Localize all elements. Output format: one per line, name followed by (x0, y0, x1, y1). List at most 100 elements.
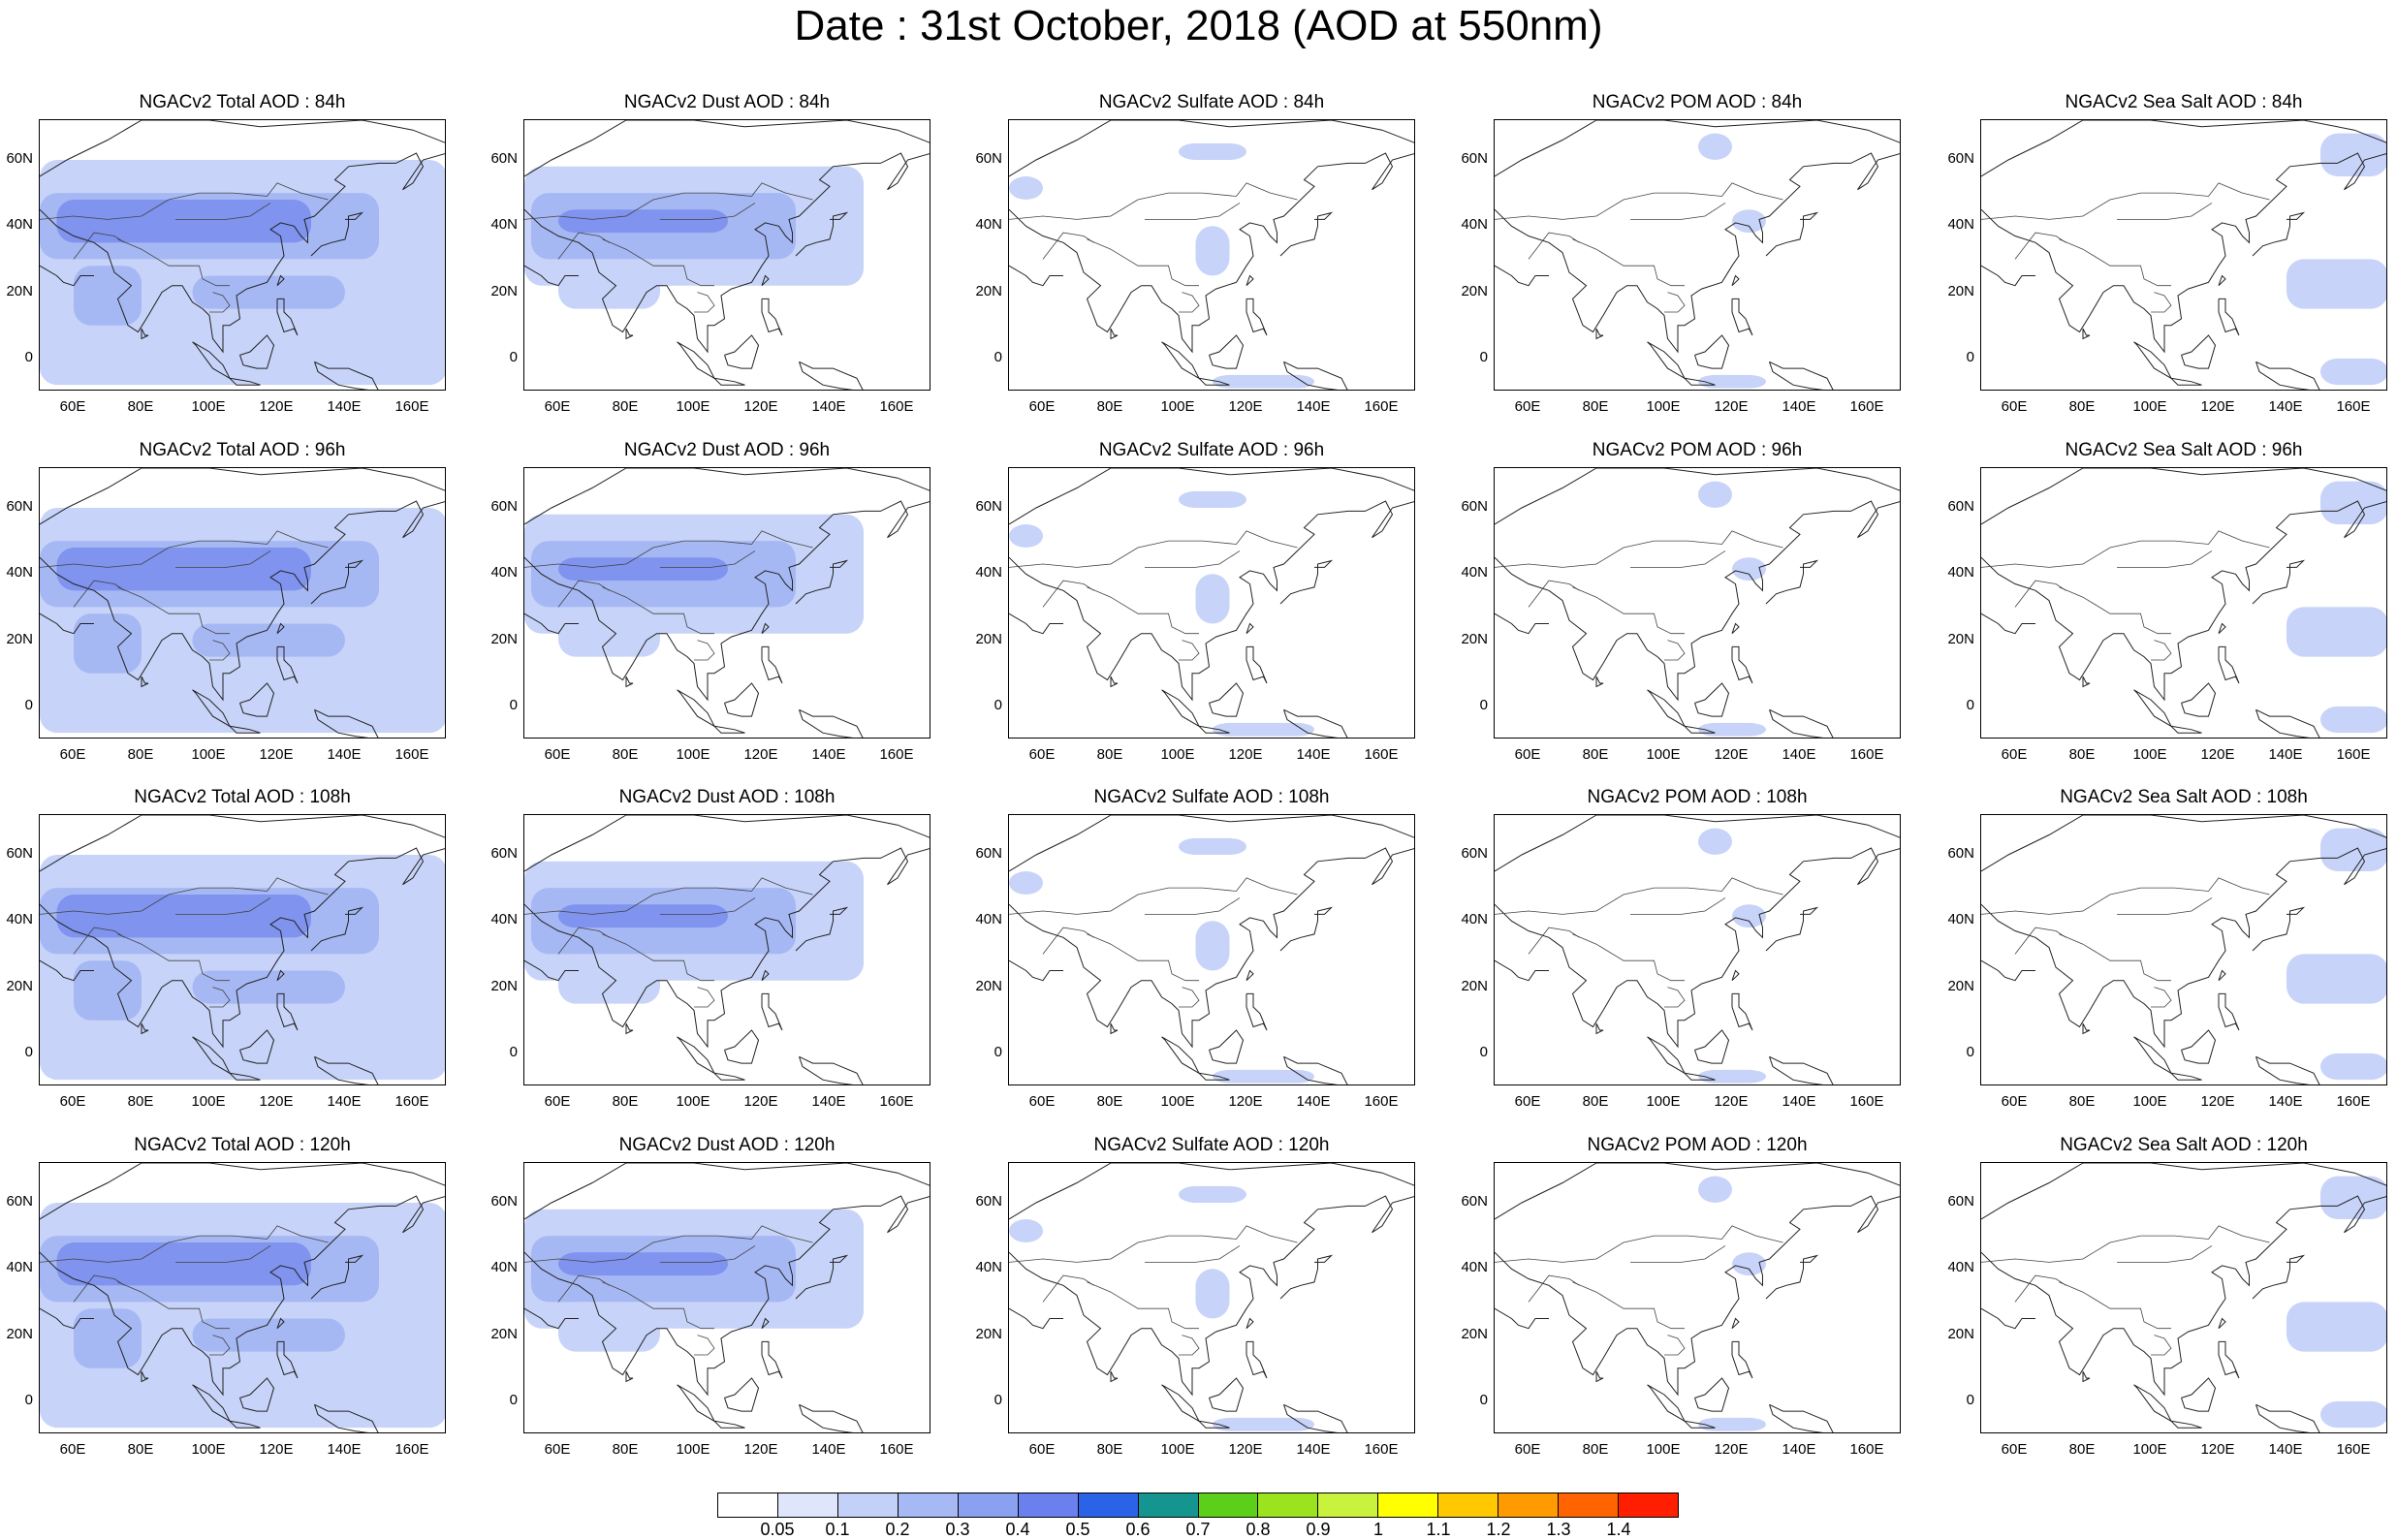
coastline (1495, 152, 1900, 354)
coastline (239, 682, 275, 717)
lon-tick-label: 140E (2268, 398, 2303, 415)
aod-patch (74, 613, 142, 674)
lon-tick-label: 120E (2200, 398, 2235, 415)
coastline (1110, 1022, 1119, 1035)
country-border (209, 292, 231, 313)
aod-patch (1213, 1069, 1314, 1084)
country-border (40, 530, 329, 568)
lon-tick-label: 100E (2132, 398, 2167, 415)
coastline (1769, 708, 1834, 738)
lat-tick-label: 60N (6, 1192, 33, 1210)
coastline (795, 211, 849, 257)
country-border (117, 933, 230, 982)
coastline (677, 689, 716, 728)
coastline (276, 969, 285, 982)
coastline (1209, 1029, 1245, 1064)
lon-tick-label: 80E (127, 746, 154, 763)
lat-tick-label: 20N (490, 977, 518, 994)
country-border (557, 232, 610, 260)
map-canvas (524, 120, 930, 390)
colorbar-tick-label: 0.5 (1065, 1520, 1090, 1539)
country-border (2014, 927, 2066, 955)
lat-tick-label: 20N (975, 630, 1002, 647)
country-border (1087, 933, 1199, 982)
panel-title: NGACv2 Sulfate AOD : 96h (1098, 440, 1325, 460)
coastline (2255, 1403, 2320, 1432)
map-canvas (1009, 120, 1414, 390)
coastline (1647, 1036, 1687, 1075)
lat-tick-label: 60N (6, 844, 33, 862)
lat-tick-label: 40N (1947, 911, 1974, 928)
coastline (1009, 1163, 1414, 1220)
colorbar-cell (1258, 1493, 1319, 1517)
coastline (799, 361, 864, 390)
lon-tick-label: 160E (394, 1093, 429, 1110)
country-border (209, 1335, 231, 1356)
aod-patch (1698, 481, 1732, 508)
lon-tick-label: 160E (1849, 746, 1884, 763)
coastline (40, 120, 445, 177)
country-border (694, 1335, 715, 1356)
coastline (1731, 1340, 1753, 1379)
map-canvas (40, 815, 445, 1084)
lon-tick-label: 60E (1514, 1441, 1541, 1458)
colorbar-tick-label: 0.3 (945, 1520, 970, 1539)
coastline (625, 328, 634, 340)
coastline (1279, 211, 1334, 257)
lon-tick-label: 120E (1228, 398, 1263, 415)
lon-tick-label: 80E (2068, 1093, 2096, 1110)
country-border (2117, 1245, 2213, 1263)
coastline (1246, 992, 1268, 1031)
coastline (625, 1022, 634, 1035)
lat-tick-label: 60N (1461, 497, 1488, 515)
coastline (1161, 1036, 1201, 1075)
aod-patch (56, 199, 311, 243)
country-border (557, 580, 610, 608)
coastline (40, 1307, 94, 1330)
country-border (175, 550, 271, 568)
lon-tick-label: 60E (2001, 1441, 2028, 1458)
aod-patch (74, 266, 142, 326)
lon-tick-label: 60E (544, 746, 571, 763)
lon-tick-label: 120E (1714, 746, 1749, 763)
country-border (1528, 1274, 1580, 1303)
coastline (524, 265, 579, 287)
lon-tick-label: 100E (676, 746, 710, 763)
aod-patch (558, 904, 728, 928)
map-canvas (1981, 468, 2386, 738)
lat-tick-label: 40N (1461, 216, 1488, 234)
lon-tick-label: 160E (879, 746, 914, 763)
coastline (2252, 211, 2306, 257)
aod-patch (2287, 954, 2386, 1004)
coastline (276, 1317, 285, 1330)
coastline (1495, 815, 1900, 872)
lat-tick-label: 20N (1947, 282, 1974, 299)
coastline (1009, 613, 1063, 635)
country-border (1981, 182, 2270, 220)
lat-tick-label: 60N (6, 149, 33, 167)
map-canvas (40, 1163, 445, 1432)
lon-tick-label: 140E (811, 1441, 846, 1458)
lat-tick-label: 20N (6, 977, 33, 994)
panel-title: NGACv2 Dust AOD : 120h (618, 1135, 836, 1155)
lat-tick-label: 60N (1947, 1192, 1974, 1210)
coastline (1769, 1403, 1834, 1432)
lat-tick-label: 40N (975, 911, 1002, 928)
lat-tick-label: 20N (1461, 630, 1488, 647)
coastline (713, 377, 745, 386)
lat-tick-label: 0 (1479, 1391, 1488, 1408)
aod-patch (1195, 1269, 1230, 1319)
lat-tick-label: 60N (490, 497, 518, 515)
colorbar-labels: 0.05 0.1 0.2 0.3 0.4 0.5 0.6 0.7 0.8 0.9 1 1.1 1.2 1.… (717, 1520, 1679, 1539)
coastline (229, 1072, 261, 1081)
coastline (1765, 1254, 1819, 1300)
aod-patch (558, 259, 660, 309)
coastline (761, 645, 783, 684)
coastline (2218, 645, 2240, 684)
colorbar-tick-label: 1.3 (1546, 1520, 1571, 1539)
coastline (1110, 676, 1119, 688)
lat-tick-label: 60N (6, 497, 33, 515)
country-border (117, 1281, 230, 1330)
colorbar-cell (777, 1493, 838, 1517)
coastline (1198, 1072, 1230, 1081)
